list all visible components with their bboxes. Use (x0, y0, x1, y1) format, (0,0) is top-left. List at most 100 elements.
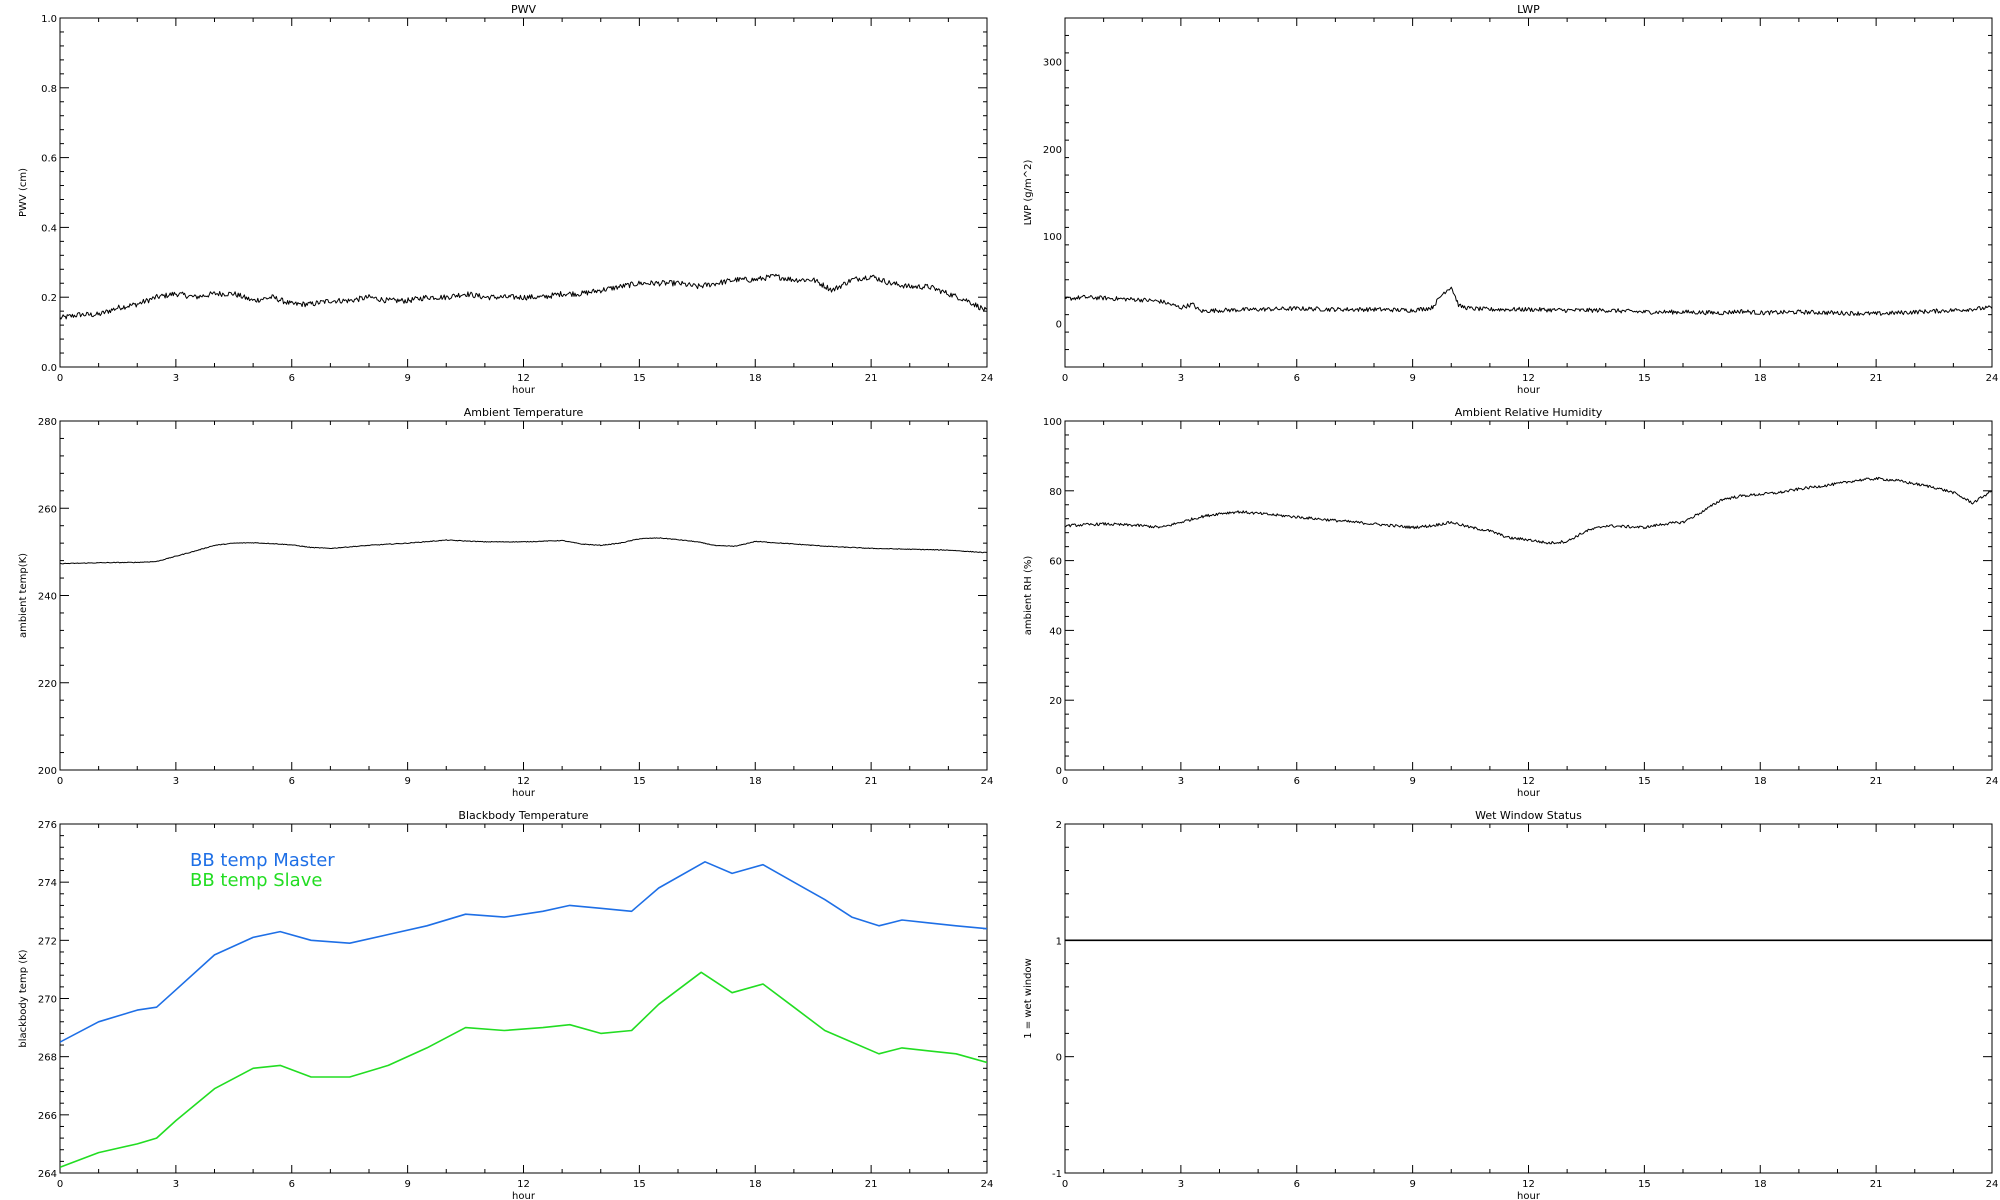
chart-panel-3: Ambient Relative Humidity 0 3 6 9 12 15 18 21 24 h… (1023, 406, 1998, 799)
x-tick-label: 21 (1870, 373, 1883, 384)
series-line-0 (60, 537, 987, 565)
x-tick-label: 12 (1522, 1179, 1535, 1190)
y-tick-label: 300 (1043, 58, 1062, 69)
x-tick-label: 0 (1062, 1179, 1068, 1190)
chart-title: PWV (511, 3, 537, 16)
y-tick-label: 272 (38, 936, 57, 947)
x-tick-label: 12 (517, 373, 530, 384)
plot-frame (59, 420, 988, 771)
chart-panel-2: Ambient Temperature 0 3 6 9 12 15 18 21 24 hour 200… (18, 406, 993, 799)
chart-panel-4: Blackbody Temperature 0 3 6 9 12 15 18 21 24 hour 2… (18, 809, 993, 1200)
y-tick-label: 268 (38, 1053, 57, 1064)
x-axis-label: hour (512, 385, 536, 396)
x-axis-label: hour (1517, 788, 1541, 799)
chart-title: Ambient Relative Humidity (1455, 406, 1603, 419)
series-line-0 (1065, 286, 1992, 316)
x-tick-label: 15 (1638, 373, 1651, 384)
x-tick-label: 3 (1178, 373, 1184, 384)
x-tick-label: 0 (1062, 373, 1068, 384)
x-tick-label: 3 (173, 776, 179, 787)
x-tick-label: 3 (1178, 1179, 1184, 1190)
y-tick-label: -1 (1052, 1169, 1062, 1180)
x-tick-label: 15 (633, 1179, 646, 1190)
y-tick-label: 280 (38, 417, 57, 428)
x-tick-label: 24 (981, 1179, 994, 1190)
y-tick-label: 0 (1056, 1053, 1062, 1064)
x-tick-label: 18 (1754, 373, 1767, 384)
y-tick-label: 264 (38, 1169, 57, 1180)
x-axis-label: hour (1517, 385, 1541, 396)
y-tick-label: 1.0 (41, 14, 57, 25)
x-tick-label: 15 (1638, 776, 1651, 787)
y-axis-label: ambient RH (%) (1023, 556, 1034, 636)
x-tick-label: 3 (1178, 776, 1184, 787)
y-tick-label: 270 (38, 995, 57, 1006)
y-tick-label: 220 (38, 679, 57, 690)
y-tick-label: 0.2 (41, 293, 57, 304)
x-tick-label: 24 (1986, 776, 1999, 787)
y-axis-label: 1 = wet window (1023, 958, 1034, 1038)
series-line-1 (60, 971, 987, 1168)
x-tick-label: 21 (1870, 1179, 1883, 1190)
x-tick-label: 0 (1062, 776, 1068, 787)
x-tick-label: 15 (633, 776, 646, 787)
chart-title: LWP (1517, 3, 1540, 16)
x-tick-label: 21 (865, 1179, 878, 1190)
x-tick-label: 6 (1294, 373, 1300, 384)
y-tick-label: 0.6 (41, 154, 57, 165)
x-tick-label: 12 (1522, 776, 1535, 787)
y-tick-label: 274 (38, 878, 57, 889)
x-tick-label: 24 (1986, 1179, 1999, 1190)
x-tick-label: 0 (57, 373, 63, 384)
x-tick-label: 18 (1754, 776, 1767, 787)
x-tick-label: 12 (1522, 373, 1535, 384)
plot-frame (1064, 823, 1993, 1174)
y-tick-label: 266 (38, 1111, 57, 1122)
y-axis-label: blackbody temp (K) (18, 949, 29, 1047)
x-tick-label: 6 (289, 776, 295, 787)
x-tick-label: 18 (749, 776, 762, 787)
x-tick-label: 21 (1870, 776, 1883, 787)
y-tick-label: 0 (1056, 319, 1062, 330)
chart-panel-1: LWP 0 3 6 9 12 15 18 21 24 hour 0 100 200 300 LWP (g/m^… (1023, 3, 1998, 396)
y-tick-label: 0.8 (41, 84, 57, 95)
x-tick-label: 9 (404, 776, 410, 787)
y-tick-label: 60 (1049, 557, 1062, 568)
y-tick-label: 80 (1049, 487, 1062, 498)
series-line-0 (1065, 476, 1992, 545)
x-tick-label: 24 (981, 776, 994, 787)
y-axis-label: ambient temp(K) (18, 553, 29, 638)
x-axis-label: hour (1517, 1191, 1541, 1200)
x-tick-label: 3 (173, 373, 179, 384)
x-axis-label: hour (512, 1191, 536, 1200)
x-tick-label: 15 (633, 373, 646, 384)
x-tick-label: 6 (289, 1179, 295, 1190)
x-tick-label: 24 (1986, 373, 1999, 384)
y-axis-label: LWP (g/m^2) (1023, 160, 1034, 226)
y-tick-label: 0.4 (41, 223, 57, 234)
x-tick-label: 12 (517, 1179, 530, 1190)
y-tick-label: 40 (1049, 626, 1062, 637)
x-tick-label: 9 (404, 1179, 410, 1190)
y-tick-label: 240 (38, 592, 57, 603)
plot-frame (1064, 420, 1993, 771)
y-tick-label: 200 (1043, 145, 1062, 156)
x-tick-label: 12 (517, 776, 530, 787)
chart-title: Blackbody Temperature (458, 809, 588, 822)
x-tick-label: 6 (1294, 776, 1300, 787)
y-tick-label: 200 (38, 766, 57, 777)
x-tick-label: 0 (57, 1179, 63, 1190)
y-tick-label: 1 (1056, 936, 1062, 947)
y-axis-label: PWV (cm) (18, 168, 29, 217)
x-tick-label: 9 (404, 373, 410, 384)
x-tick-label: 21 (865, 776, 878, 787)
x-tick-label: 18 (749, 373, 762, 384)
x-tick-label: 24 (981, 373, 994, 384)
y-tick-label: 100 (1043, 417, 1062, 428)
x-tick-label: 9 (1409, 776, 1415, 787)
y-tick-label: 20 (1049, 696, 1062, 707)
x-tick-label: 6 (1294, 1179, 1300, 1190)
y-tick-label: 2 (1056, 820, 1062, 831)
